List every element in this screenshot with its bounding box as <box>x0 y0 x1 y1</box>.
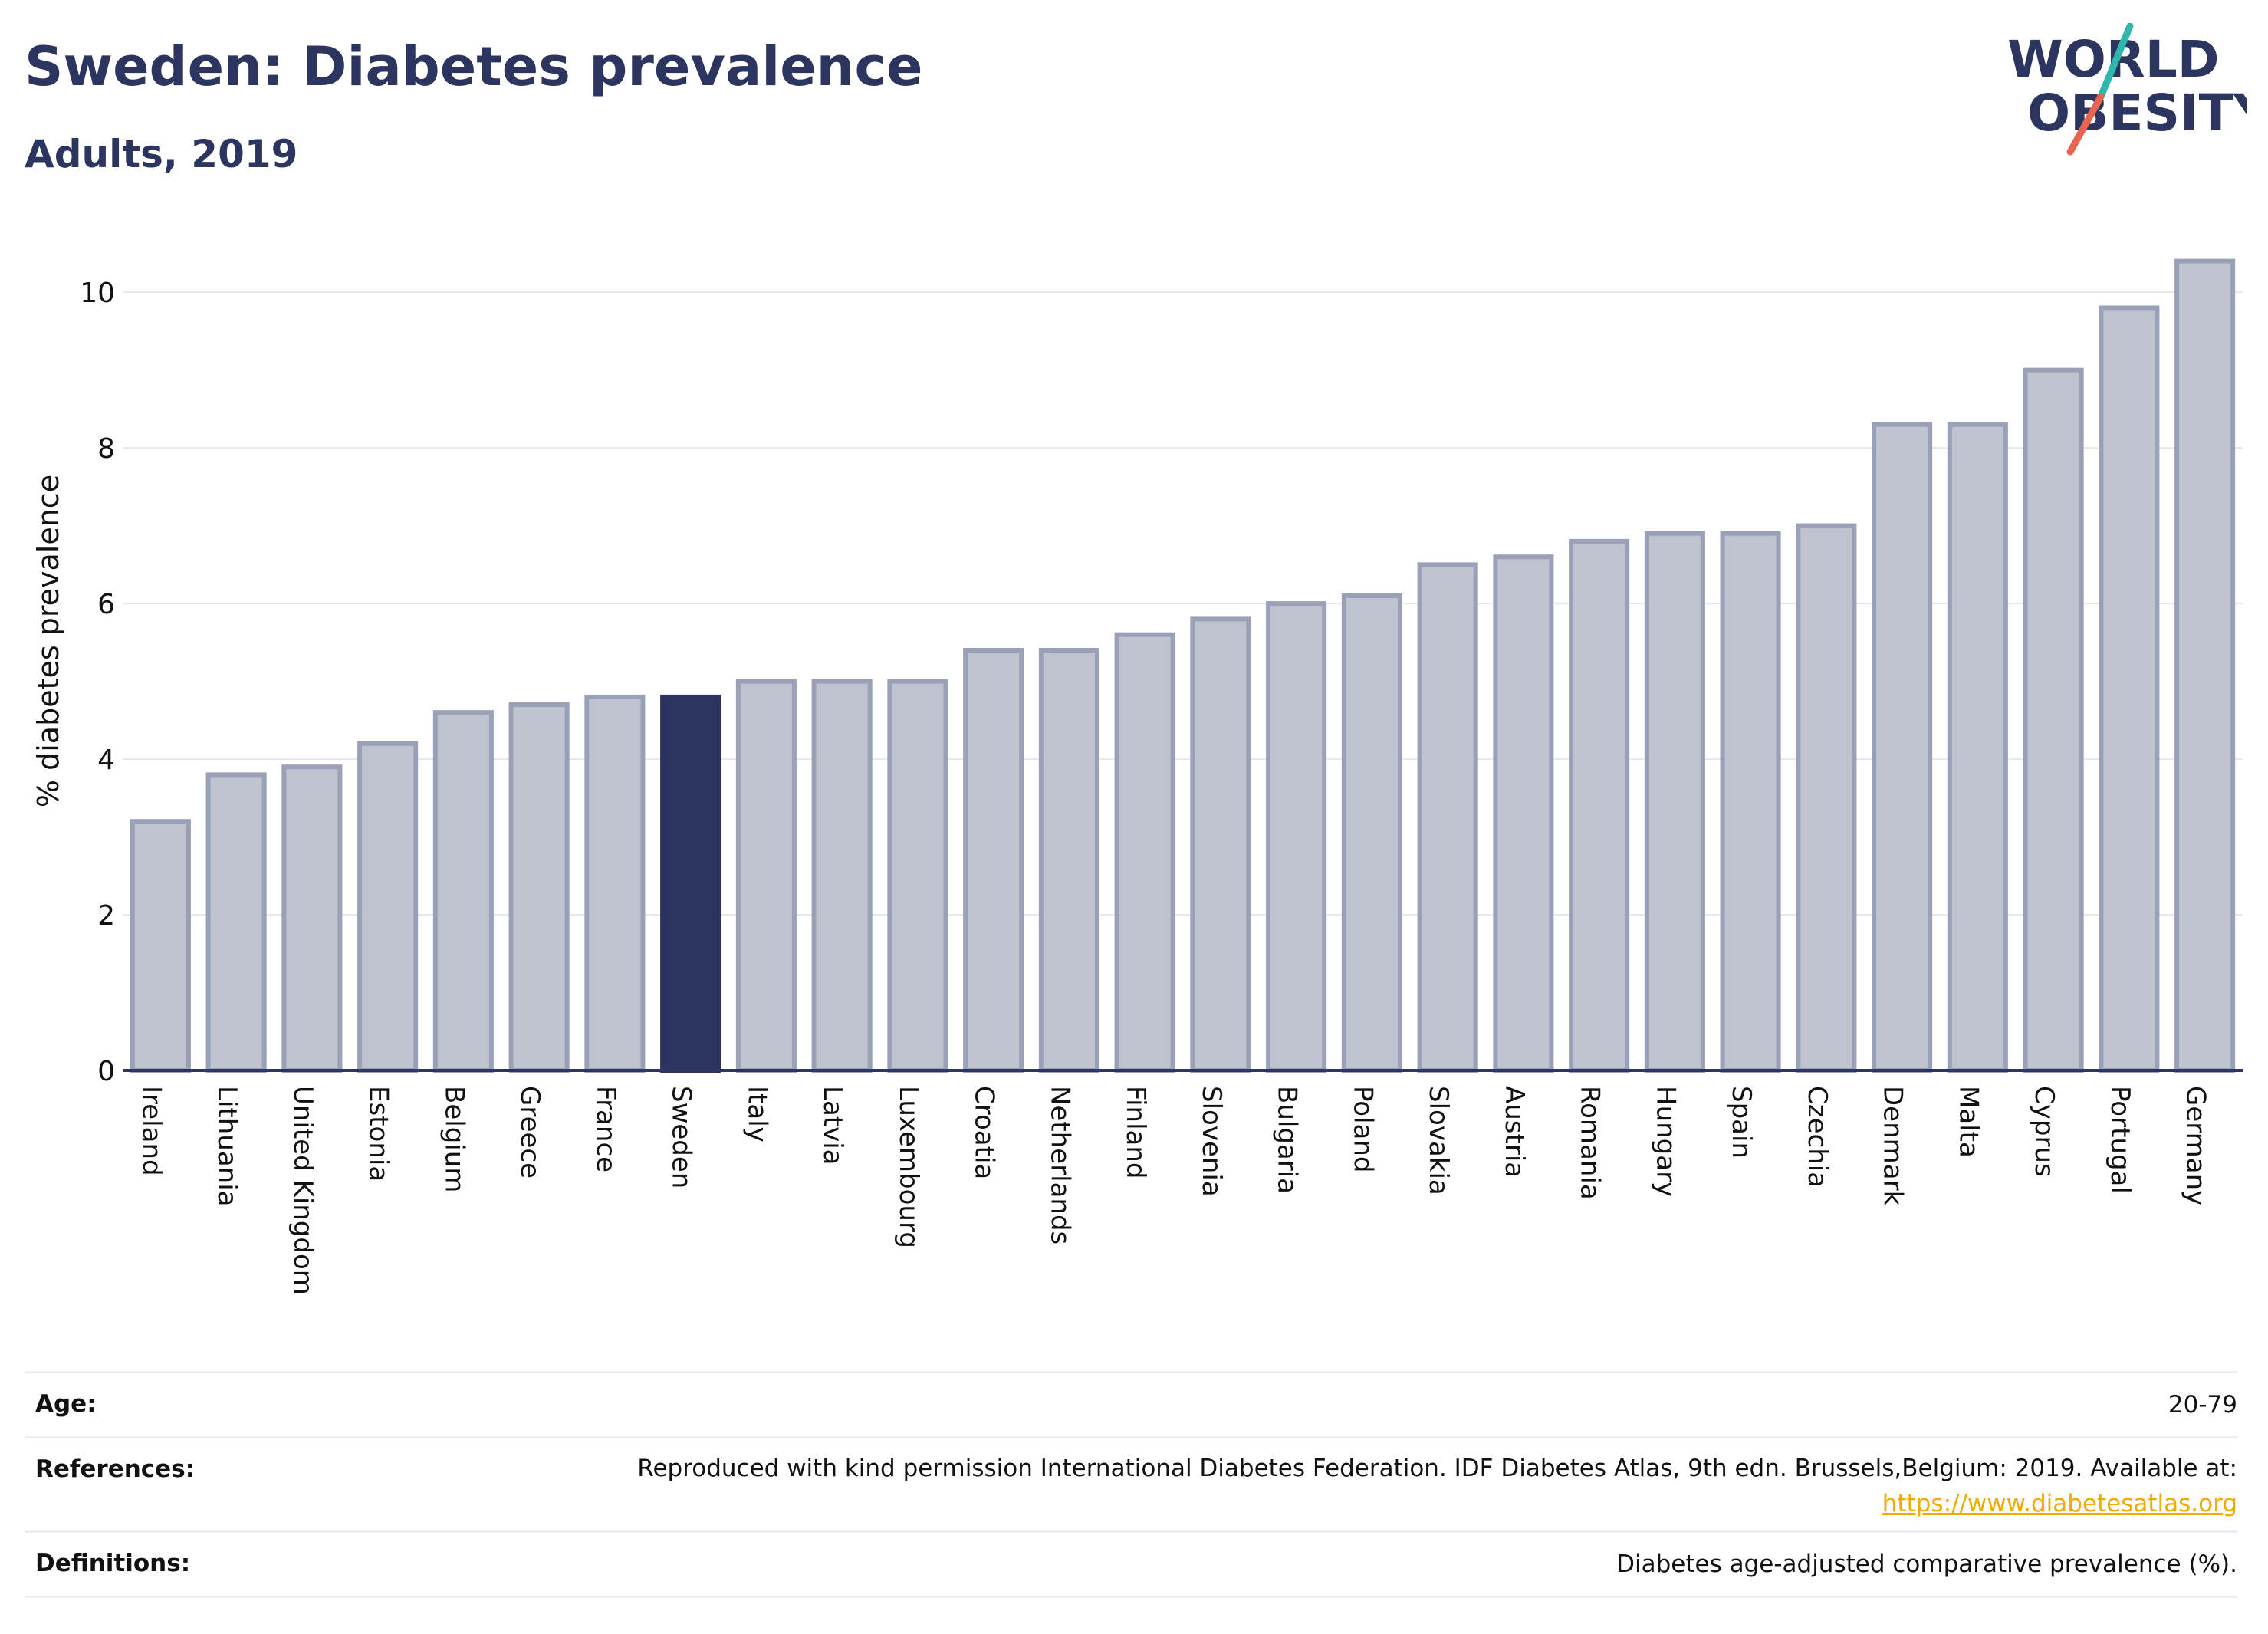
x-tick-label: United Kingdom <box>288 1086 318 1295</box>
meta-definitions-value: Diabetes age-adjusted comparative preval… <box>1616 1550 2237 1578</box>
x-tick-label: Ireland <box>136 1086 166 1176</box>
x-tick-label: Luxembourg <box>893 1086 924 1248</box>
bar-croatia <box>963 648 1024 1073</box>
x-tick-label: Denmark <box>1878 1086 1908 1206</box>
bar-austria <box>1493 554 1554 1073</box>
x-tick-label: Germany <box>2181 1086 2211 1205</box>
x-tick-label: Belgium <box>439 1086 469 1192</box>
bar-bulgaria <box>1266 601 1327 1073</box>
bar-luxembourg <box>887 679 948 1073</box>
bar-romania <box>1569 538 1630 1073</box>
bar-poland <box>1341 593 1402 1073</box>
x-tick-label: Slovenia <box>1196 1086 1227 1197</box>
meta-row-references: References: Reproduced with kind permiss… <box>25 1438 2237 1530</box>
x-tick-label: Estonia <box>363 1086 394 1182</box>
x-tick-label: Lithuania <box>212 1086 242 1206</box>
x-tick-label: Poland <box>1347 1086 1378 1173</box>
meta-divider <box>25 1436 2237 1438</box>
x-tick-label: Finland <box>1120 1086 1151 1179</box>
bar-sweden <box>660 694 721 1073</box>
meta-references-text: Reproduced with kind permission Internat… <box>637 1455 2237 1482</box>
x-tick-label: Slovakia <box>1423 1086 1454 1195</box>
logo-line2: OBESITY <box>2027 84 2247 143</box>
page-subtitle: Adults, 2019 <box>25 132 298 176</box>
x-tick-label: Latvia <box>817 1086 848 1165</box>
bar-ireland <box>130 819 191 1073</box>
page-title: Sweden: Diabetes prevalence <box>25 35 923 98</box>
meta-age-label: Age: <box>35 1390 97 1418</box>
bar-czechia <box>1796 523 1857 1073</box>
diabetesatlas-link[interactable]: https://www.diabetesatlas.org <box>1882 1490 2237 1517</box>
logo-slash-teal <box>2097 23 2134 100</box>
y-tick-label: 10 <box>80 278 115 309</box>
x-tick-label: Austria <box>1499 1086 1530 1178</box>
y-axis-label: % diabetes prevalence <box>31 475 65 807</box>
bar-cyprus <box>2023 367 2084 1073</box>
meta-references-value: Reproduced with kind permission Internat… <box>637 1451 2237 1521</box>
y-tick-labels: 0 2 4 6 8 10 <box>80 278 115 1087</box>
bar-belgium <box>432 710 494 1073</box>
bar-spain <box>1720 531 1781 1073</box>
bar-italy <box>735 679 797 1073</box>
meta-definitions-label: Definitions: <box>35 1550 191 1577</box>
bar-netherlands <box>1038 648 1099 1073</box>
x-tick-label: Malta <box>1953 1086 1984 1158</box>
world-obesity-logo: WORLD OBESITY <box>2007 23 2247 156</box>
x-tick-label: Sweden <box>666 1086 697 1189</box>
bars <box>130 258 2236 1073</box>
bar-lithuania <box>205 772 267 1073</box>
bar-portugal <box>2099 305 2160 1073</box>
meta-age-value: 20-79 <box>2168 1391 2237 1419</box>
logo-slash-red <box>2066 93 2105 156</box>
bar-malta <box>1947 422 2008 1073</box>
bar-finland <box>1114 632 1175 1073</box>
x-tick-label: Spain <box>1726 1086 1757 1159</box>
bar-slovakia <box>1417 562 1478 1073</box>
x-tick-label: Romania <box>1575 1086 1606 1200</box>
bar-latvia <box>811 679 873 1073</box>
x-tick-label: Hungary <box>1650 1086 1681 1197</box>
meta-references-label: References: <box>35 1455 196 1483</box>
y-tick-label: 0 <box>97 1056 115 1087</box>
x-tick-label: Czechia <box>1802 1086 1832 1188</box>
y-tick-label: 2 <box>97 900 115 932</box>
y-tick-label: 8 <box>97 433 115 465</box>
meta-divider <box>25 1596 2237 1598</box>
bar-greece <box>508 702 570 1073</box>
meta-row-definitions: Definitions: Diabetes age-adjusted compa… <box>25 1533 2237 1596</box>
bar-slovenia <box>1190 616 1251 1073</box>
meta-divider <box>25 1530 2237 1533</box>
y-tick-label: 6 <box>97 589 115 620</box>
bar-estonia <box>357 741 419 1073</box>
x-tick-label: Netherlands <box>1044 1086 1075 1244</box>
x-tick-label: Bulgaria <box>1272 1086 1303 1194</box>
bar-denmark <box>1872 422 1933 1073</box>
meta-row-age: Age: 20-79 <box>25 1373 2237 1436</box>
x-tick-label: Portugal <box>2105 1086 2135 1194</box>
x-tick-label: Croatia <box>969 1086 1000 1179</box>
bar-germany <box>2174 258 2236 1073</box>
meta-divider <box>25 1371 2237 1373</box>
bar-hungary <box>1644 531 1705 1073</box>
x-tick-label: Italy <box>741 1086 772 1142</box>
x-tick-label: Cyprus <box>2029 1086 2059 1177</box>
x-tick-label: France <box>590 1086 621 1172</box>
bar-united-kingdom <box>281 764 343 1073</box>
bar-chart: 0 2 4 6 8 10 Ireland Lithuania United Kingdom Es… <box>31 258 2243 1295</box>
y-tick-label: 4 <box>97 745 115 776</box>
x-tick-labels: Ireland Lithuania United Kingdom Estonia Bel… <box>136 1086 2210 1295</box>
bar-france <box>584 694 646 1073</box>
x-tick-label: Greece <box>514 1086 545 1179</box>
